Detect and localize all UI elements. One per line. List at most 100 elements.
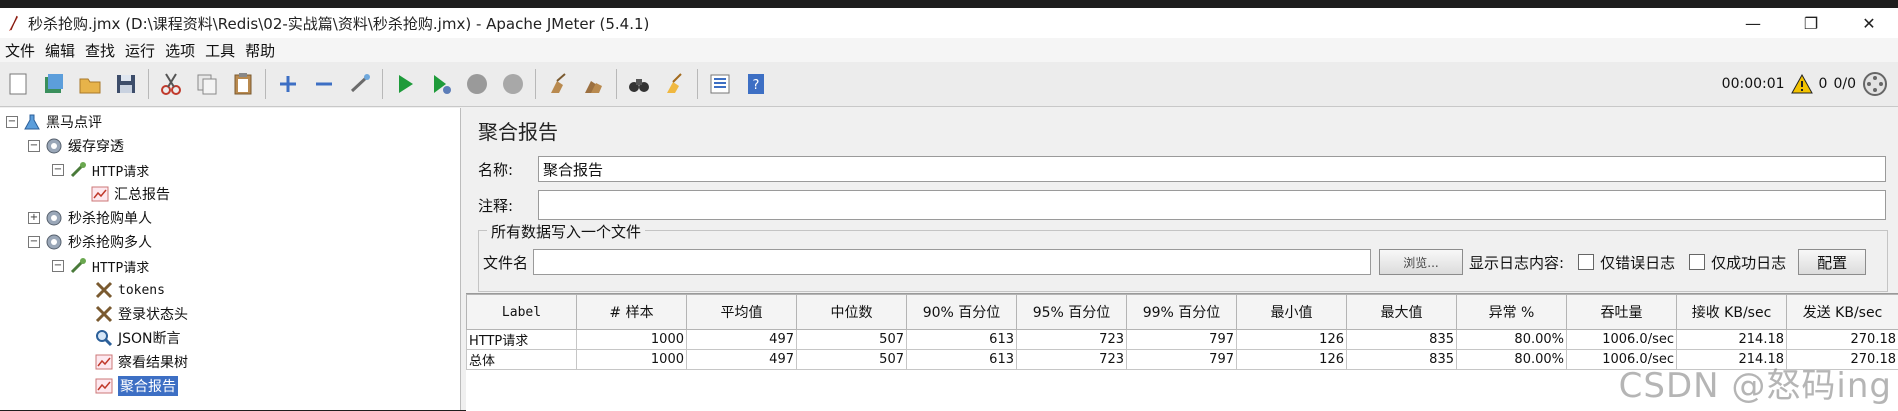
save-button[interactable]	[111, 69, 141, 99]
templates-icon	[41, 71, 67, 97]
collapse-toggle[interactable]: −	[28, 140, 40, 152]
column-header[interactable]: 90% 百分位	[907, 295, 1017, 330]
warning-count: 0	[1819, 76, 1828, 92]
function-helper-button[interactable]	[705, 69, 735, 99]
maximize-button[interactable]: ❐	[1782, 8, 1840, 38]
start-button[interactable]	[390, 69, 420, 99]
chart-icon	[91, 185, 109, 203]
tree-node-label: HTTP请求	[92, 161, 149, 180]
reset-search-button[interactable]	[660, 69, 690, 99]
play-no-timer-icon	[428, 71, 454, 97]
menu-search[interactable]: 查找	[80, 40, 120, 61]
menu-file[interactable]: 文件	[0, 40, 40, 61]
menu-edit[interactable]: 编辑	[40, 40, 80, 61]
gear-icon	[45, 233, 63, 251]
elapsed-timer: 00:00:01	[1722, 76, 1785, 92]
log-content-label: 显示日志内容:	[1469, 252, 1564, 273]
window-title: 秒杀抢购.jmx (D:\课程资料\Redis\02-实战篇\资料\秒杀抢购.j…	[28, 13, 649, 34]
column-header[interactable]: 中位数	[797, 295, 907, 330]
table-cell: 214.18	[1677, 330, 1787, 350]
tree-node-http-request[interactable]: − HTTP请求	[52, 254, 149, 278]
tree-node-thread-group[interactable]: + 秒杀抢购单人	[28, 206, 152, 230]
column-header[interactable]: 平均值	[687, 295, 797, 330]
copy-button[interactable]	[192, 69, 222, 99]
tree-node-label: 察看结果树	[118, 352, 188, 372]
clear-all-button[interactable]	[579, 69, 609, 99]
broom-reset-icon	[662, 71, 688, 97]
menu-run[interactable]: 运行	[120, 40, 160, 61]
close-button[interactable]: ✕	[1840, 8, 1898, 38]
collapse-toggle[interactable]: −	[52, 164, 64, 176]
tree-node-results-tree[interactable]: 察看结果树	[94, 350, 188, 374]
tree-node-thread-group[interactable]: − 秒杀抢购多人	[28, 230, 152, 254]
expand-toggle[interactable]: +	[28, 212, 40, 224]
column-header[interactable]: 异常 %	[1457, 295, 1567, 330]
success-only-option[interactable]: 仅成功日志	[1689, 252, 1786, 273]
expand-all-button[interactable]	[273, 69, 303, 99]
magnifier-icon	[95, 329, 113, 347]
tree-node-http-request[interactable]: − HTTP请求	[52, 158, 149, 182]
table-cell: 1000	[577, 350, 687, 370]
tree-node-json-assertion[interactable]: JSON断言	[94, 326, 181, 350]
configure-button[interactable]: 配置	[1798, 249, 1866, 275]
tree-node-tokens[interactable]: tokens	[94, 278, 165, 302]
table-cell: 835	[1347, 330, 1457, 350]
browse-button[interactable]: 浏览...	[1379, 249, 1463, 275]
tools-icon	[95, 305, 113, 323]
table-cell: HTTP请求	[467, 330, 577, 350]
column-header[interactable]: 99% 百分位	[1127, 295, 1237, 330]
help-button[interactable]: ?	[741, 69, 771, 99]
search-button[interactable]	[624, 69, 654, 99]
collapse-all-button[interactable]	[309, 69, 339, 99]
errors-only-option[interactable]: 仅错误日志	[1578, 252, 1675, 273]
name-field[interactable]: 聚合报告	[538, 156, 1886, 182]
warning-icon[interactable]	[1791, 74, 1813, 94]
column-header[interactable]: 接收 KB/sec	[1677, 295, 1787, 330]
tree-node-aggregate-report[interactable]: 聚合报告	[94, 374, 178, 398]
comment-field[interactable]	[538, 190, 1886, 220]
collapse-toggle[interactable]: −	[28, 236, 40, 248]
active-threads: 0/0	[1833, 76, 1856, 92]
copy-icon	[194, 71, 220, 97]
column-header[interactable]: Label	[467, 295, 577, 330]
jmeter-feather-icon	[6, 14, 20, 32]
new-button[interactable]	[3, 69, 33, 99]
table-row[interactable]: HTTP请求 1000 497 507 613 723 797 126 835 …	[467, 330, 1898, 350]
minimize-button[interactable]: —	[1724, 8, 1782, 38]
column-header[interactable]: 吞吐量	[1567, 295, 1677, 330]
filename-label: 文件名	[483, 252, 533, 273]
menu-tools[interactable]: 工具	[200, 40, 240, 61]
templates-button[interactable]	[39, 69, 69, 99]
filename-field[interactable]	[533, 249, 1371, 275]
menu-options[interactable]: 选项	[160, 40, 200, 61]
column-header[interactable]: 最大值	[1347, 295, 1457, 330]
collapse-toggle[interactable]: −	[6, 116, 18, 128]
toggle-button[interactable]	[345, 69, 375, 99]
open-folder-icon	[77, 71, 103, 97]
tree-node-label: tokens	[118, 283, 165, 298]
open-button[interactable]	[75, 69, 105, 99]
column-header[interactable]: # 样本	[577, 295, 687, 330]
tree-node-thread-group[interactable]: − 缓存穿透	[28, 134, 124, 158]
errors-only-checkbox[interactable]	[1578, 254, 1594, 270]
column-header[interactable]: 最小值	[1237, 295, 1347, 330]
list-icon	[707, 71, 733, 97]
tree-node-header-manager[interactable]: 登录状态头	[94, 302, 188, 326]
column-header[interactable]: 95% 百分位	[1017, 295, 1127, 330]
menu-help[interactable]: 帮助	[240, 40, 280, 61]
start-no-pause-button[interactable]	[426, 69, 456, 99]
toolbar: ? 00:00:01 0 0/0	[0, 62, 1898, 107]
table-cell: 126	[1237, 350, 1347, 370]
save-disk-icon	[113, 71, 139, 97]
paste-button[interactable]	[228, 69, 258, 99]
cut-button[interactable]	[156, 69, 186, 99]
collapse-toggle[interactable]: −	[52, 260, 64, 272]
clear-button[interactable]	[543, 69, 573, 99]
table-cell: 613	[907, 330, 1017, 350]
table-cell: 507	[797, 350, 907, 370]
shutdown-icon	[500, 71, 526, 97]
tree-node-summary-report[interactable]: 汇总报告	[90, 182, 170, 206]
column-header[interactable]: 发送 KB/sec	[1787, 295, 1898, 330]
success-only-checkbox[interactable]	[1689, 254, 1705, 270]
tree-node-test-plan[interactable]: − 黑马点评	[6, 110, 102, 134]
